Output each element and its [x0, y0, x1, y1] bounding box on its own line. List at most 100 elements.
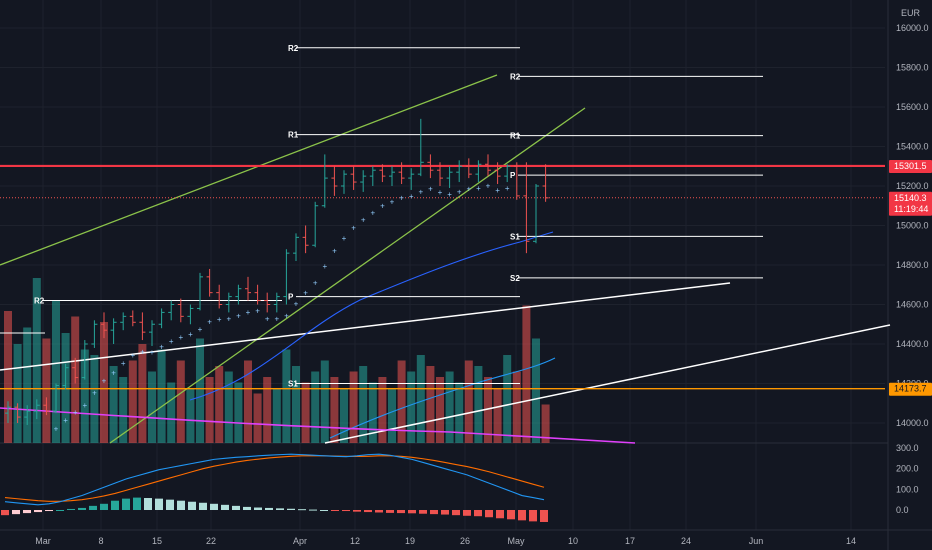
sar-dot: + [255, 306, 260, 315]
price-tick-label: 15600.0 [896, 102, 929, 112]
volume-bar [263, 377, 272, 443]
signal-line [4, 455, 545, 502]
volume-ma-line [329, 357, 556, 439]
volume-bar [128, 360, 137, 443]
price-tick-label: 14000.0 [896, 418, 929, 428]
resistance-badge-text: 15301.5 [894, 161, 927, 171]
volume-bar [32, 278, 41, 443]
volume-bar [368, 382, 377, 443]
histogram-bar [496, 510, 504, 519]
oscillator-tick-label: 300.0 [896, 443, 919, 453]
volume-bar [426, 366, 435, 443]
pivot-label: R2 [510, 72, 521, 81]
sar-dot: + [380, 202, 385, 211]
volume-bar [253, 393, 262, 443]
histogram-bar [221, 504, 229, 510]
histogram-bar [122, 498, 130, 510]
sar-dot: + [284, 311, 289, 320]
sar-dot: + [130, 351, 135, 360]
histogram-bar [441, 510, 449, 515]
resistance-badge [889, 159, 932, 173]
sar-dot: + [428, 185, 433, 194]
sar-dot: + [332, 247, 337, 256]
price-tick-label: 16000.0 [896, 23, 929, 33]
volume-bar [119, 377, 128, 443]
sar-dot: + [294, 299, 299, 308]
last-price-badge-text: 15140.3 [894, 193, 927, 203]
histogram-bar [67, 508, 75, 510]
histogram-bar [309, 509, 317, 511]
drawings[interactable] [0, 74, 891, 444]
histogram-bar [397, 510, 405, 514]
channel-lower-line [109, 107, 586, 444]
sar-dot: + [246, 308, 251, 317]
volume-bar [378, 377, 387, 443]
pivot-label: R1 [510, 132, 521, 141]
volume-bar [138, 344, 147, 443]
volume-bar [532, 338, 540, 443]
macd-pane [1, 453, 548, 522]
volume-bar [148, 371, 156, 443]
histogram-bar [34, 510, 42, 513]
date-tick-label: Mar [35, 536, 51, 546]
sar-dot: + [188, 330, 193, 339]
volume-bar [13, 344, 22, 443]
last-price-badge-text: 11:19:44 [894, 204, 928, 214]
date-tick-label: Jun [749, 536, 764, 546]
sar-dot: + [303, 288, 308, 297]
date-tick-label: 12 [350, 536, 360, 546]
volume-bar [464, 360, 473, 443]
sar-dot: + [92, 388, 97, 397]
volume-bar [234, 382, 243, 443]
sar-dot: + [150, 348, 155, 357]
price-axis[interactable]: 16000.0 15800.0 15600.0 15400.0 15200.0 15000… [896, 23, 929, 428]
volume-bar [359, 366, 368, 443]
sar-dot: + [313, 278, 318, 287]
sar-dot: + [82, 401, 87, 410]
volume-bar [474, 366, 483, 443]
trendline-lower [324, 324, 891, 444]
volume-bar [397, 360, 406, 443]
histogram-bar [78, 507, 86, 510]
volume-bar [436, 377, 444, 443]
volume-bar [349, 371, 358, 443]
volume-bar [90, 355, 99, 443]
histogram-bar [529, 510, 537, 522]
sar-dot: + [159, 343, 164, 352]
date-tick-label: 14 [846, 536, 856, 546]
currency-label: EUR [900, 8, 920, 18]
sar-dot: + [140, 348, 145, 357]
date-tick-label: 8 [98, 536, 103, 546]
date-tick-label: 26 [460, 536, 470, 546]
sar-dot: + [198, 325, 203, 334]
volume-bar [330, 377, 339, 443]
support-badge [889, 382, 932, 396]
histogram-bar [298, 509, 306, 511]
histogram-bar [265, 507, 273, 510]
date-tick-label: May [507, 536, 525, 546]
sar-dot: + [495, 186, 500, 195]
volume-bar [80, 349, 89, 443]
histogram-bar [166, 499, 174, 510]
sar-dot: + [390, 197, 395, 206]
time-axis[interactable]: Mar 8 15 22 Apr 12 19 26 May 10 17 24 Jun 14 [35, 536, 856, 546]
date-tick-label: 17 [625, 536, 635, 546]
histogram-bar [474, 510, 482, 517]
volume-bar [388, 388, 396, 443]
histogram-bar [210, 503, 218, 510]
sar-dot: + [63, 416, 68, 425]
histogram-bar [452, 510, 460, 516]
volume-bar [42, 338, 51, 443]
histogram-bar [287, 508, 295, 510]
support-badge-text: 14173.7 [894, 384, 927, 394]
sar-dot: + [505, 184, 510, 193]
sar-dot: + [102, 376, 107, 385]
volume-bar [167, 382, 176, 443]
histogram-bar [419, 510, 427, 514]
histogram-bar [133, 497, 141, 510]
parabolic-sar: + + + + + + + + + + + + + + + + + + + + + + + + + + + + + + + + + + + + + + + +… [54, 181, 510, 433]
sar-dot: + [409, 192, 414, 201]
sar-dot: + [351, 223, 356, 232]
